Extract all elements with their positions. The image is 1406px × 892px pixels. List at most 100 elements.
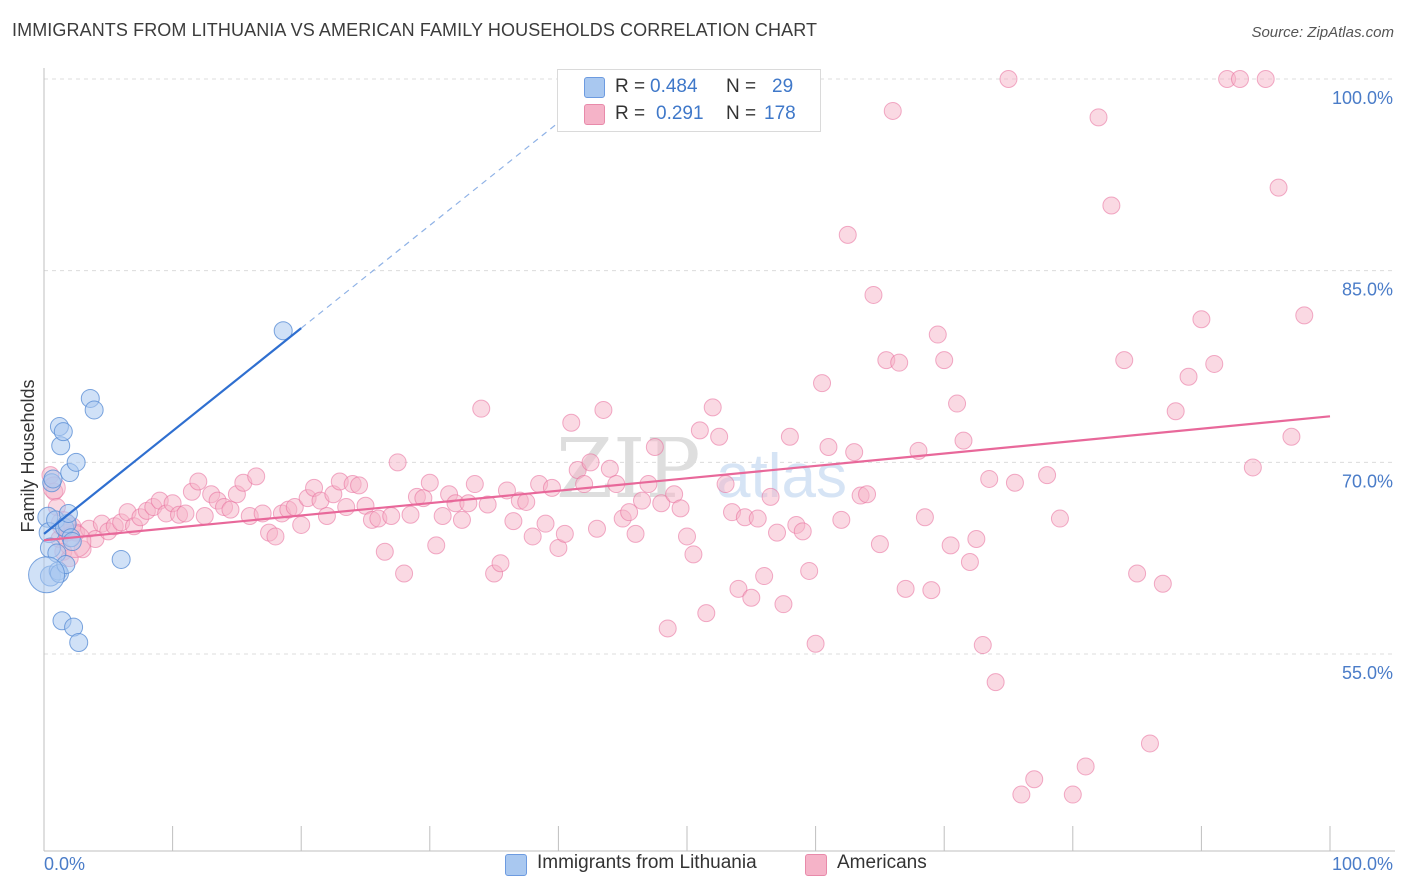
legend-swatch-americans xyxy=(584,104,605,125)
source-label: Source: ZipAtlas.com xyxy=(1251,24,1394,41)
americans-point xyxy=(1128,564,1147,583)
americans-point xyxy=(581,453,600,472)
americans-point xyxy=(465,475,484,494)
legend-r-label: R = xyxy=(615,76,646,97)
americans-point xyxy=(999,70,1018,88)
americans-point xyxy=(1140,734,1159,753)
lithuania-trend-extension xyxy=(300,101,585,329)
americans-point xyxy=(420,473,439,492)
americans-point xyxy=(806,634,825,653)
americans-point xyxy=(761,487,780,506)
americans-point xyxy=(478,495,497,514)
americans-point xyxy=(858,485,877,504)
americans-point xyxy=(793,522,812,541)
americans-point xyxy=(941,536,960,555)
americans-point xyxy=(1012,785,1031,804)
americans-point xyxy=(1243,458,1262,477)
americans-point xyxy=(1089,108,1108,127)
americans-point xyxy=(870,535,889,554)
americans-point xyxy=(536,514,555,533)
y-tick-label: 55.0% xyxy=(1342,663,1393,683)
americans-point xyxy=(915,508,934,527)
americans-point xyxy=(935,351,954,370)
americans-point xyxy=(755,567,774,586)
gridlines xyxy=(44,78,1395,655)
americans-point xyxy=(928,325,947,344)
americans-point xyxy=(980,469,999,488)
americans-point xyxy=(395,564,414,583)
americans-point xyxy=(517,492,536,511)
y-tick-label: 85.0% xyxy=(1342,280,1393,300)
americans-point xyxy=(780,427,799,446)
legend-r-value: 0.291 xyxy=(656,103,704,124)
americans-point xyxy=(1153,574,1172,593)
americans-point xyxy=(600,459,619,478)
americans-point xyxy=(575,475,594,494)
americans-point xyxy=(800,561,819,580)
americans-point xyxy=(1025,770,1044,789)
americans-point xyxy=(954,431,973,450)
americans-point xyxy=(1102,196,1121,215)
americans-point xyxy=(189,472,208,491)
americans-point xyxy=(684,545,703,564)
americans-point xyxy=(710,427,729,446)
americans-trend-line xyxy=(43,415,1331,542)
americans-point xyxy=(472,399,491,418)
americans-point xyxy=(427,536,446,555)
legend-r-value: 0.484 xyxy=(650,76,698,97)
americans-point xyxy=(671,499,690,518)
americans-point xyxy=(491,554,510,573)
americans-point xyxy=(690,421,709,440)
americans-point xyxy=(1192,310,1211,329)
americans-point xyxy=(742,588,761,607)
americans-point xyxy=(819,438,838,456)
lithuania-point xyxy=(84,400,104,420)
bottom-legend-label-americans: Americans xyxy=(837,852,927,873)
y-axis-label: Family Households xyxy=(18,379,38,532)
americans-point xyxy=(845,443,864,462)
lithuania-point xyxy=(273,321,293,341)
americans-point xyxy=(195,507,214,525)
lithuania-point xyxy=(53,422,73,442)
x-tick-label: 100.0% xyxy=(1332,854,1393,874)
americans-point xyxy=(176,504,195,523)
americans-point xyxy=(748,509,767,528)
americans-point xyxy=(1166,402,1185,421)
americans-point xyxy=(221,500,240,519)
americans-point xyxy=(1076,757,1095,776)
bottom-legend-swatch-americans xyxy=(805,854,827,876)
americans-point xyxy=(587,519,606,538)
legend-n-value: 178 xyxy=(764,103,796,124)
americans-point xyxy=(382,507,401,525)
lithuania-point xyxy=(28,556,66,594)
americans-point xyxy=(594,400,613,419)
americans-point xyxy=(620,503,639,522)
bottom-legend-label-lithuania: Immigrants from Lithuania xyxy=(537,852,757,873)
americans-point xyxy=(1256,70,1275,88)
lithuania-point xyxy=(43,469,63,489)
americans-point xyxy=(375,542,394,561)
americans-point xyxy=(645,438,664,456)
lithuania-point xyxy=(111,549,131,569)
trend-lines xyxy=(43,101,1331,542)
americans-point xyxy=(652,494,671,513)
americans-point xyxy=(864,285,883,304)
americans-point xyxy=(729,579,748,598)
americans-point xyxy=(401,505,420,524)
americans-point xyxy=(922,581,941,600)
americans-point xyxy=(1050,509,1069,528)
americans-point xyxy=(292,515,311,534)
americans-point xyxy=(948,394,967,413)
y-tick-label: 70.0% xyxy=(1342,471,1393,491)
americans-point xyxy=(337,498,356,517)
americans-point xyxy=(967,530,986,548)
americans-point xyxy=(986,673,1005,692)
x-tick-label: 0.0% xyxy=(44,854,85,874)
americans-point xyxy=(247,467,266,486)
americans-point xyxy=(459,494,478,513)
americans-point xyxy=(632,491,651,510)
americans-point xyxy=(1063,785,1082,804)
americans-point xyxy=(838,225,857,244)
americans-point xyxy=(890,353,909,372)
